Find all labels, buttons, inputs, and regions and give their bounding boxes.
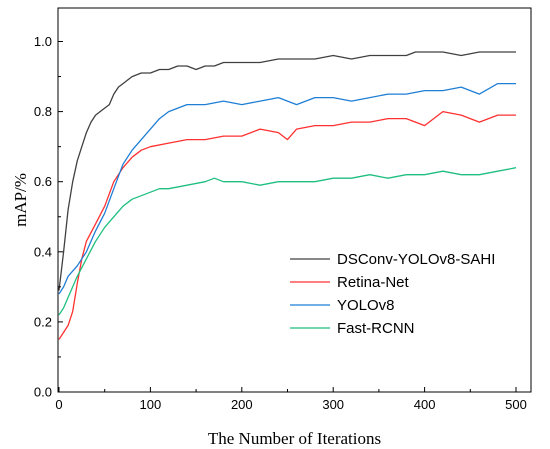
x-tick-label: 200	[231, 397, 253, 412]
series-line-dsconv-yolov8-sahi	[58, 51, 516, 291]
series-line-fast-rcnn	[58, 167, 517, 316]
legend-label: Retina-Net	[337, 274, 410, 291]
x-tick-label: 400	[414, 397, 436, 412]
x-tick-label: 0	[55, 397, 62, 412]
series-line-retina-net	[58, 110, 516, 340]
legend: DSConv-YOLOv8-SAHI Retina-Net YOLOv8 Fast-R…	[290, 251, 495, 337]
series-line-yolov8	[58, 82, 516, 295]
y-tick-label: 0.6	[34, 174, 52, 189]
y-tick-label: 0.8	[34, 104, 52, 119]
y-tick-label: 0.0	[34, 385, 52, 400]
x-tick-label: 500	[505, 397, 527, 412]
legend-label: Fast-RCNN	[337, 320, 415, 337]
x-tick-label: 300	[322, 397, 344, 412]
legend-label: YOLOv8	[337, 297, 395, 314]
x-axis: 0 100 200 300 400 500	[55, 387, 527, 412]
legend-label: DSConv-YOLOv8-SAHI	[337, 251, 495, 268]
y-axis: 0.0 0.2 0.4 0.6 0.8 1.0	[34, 34, 63, 400]
plot-frame	[57, 7, 532, 393]
x-axis-title: The Number of Iterations	[208, 429, 381, 448]
y-tick-label: 0.2	[34, 314, 52, 329]
y-tick-label: 0.4	[34, 244, 52, 259]
y-axis-title: mAP/%	[11, 173, 30, 227]
y-tick-label: 1.0	[34, 34, 52, 49]
plot-area	[58, 51, 517, 340]
x-tick-label: 100	[140, 397, 162, 412]
